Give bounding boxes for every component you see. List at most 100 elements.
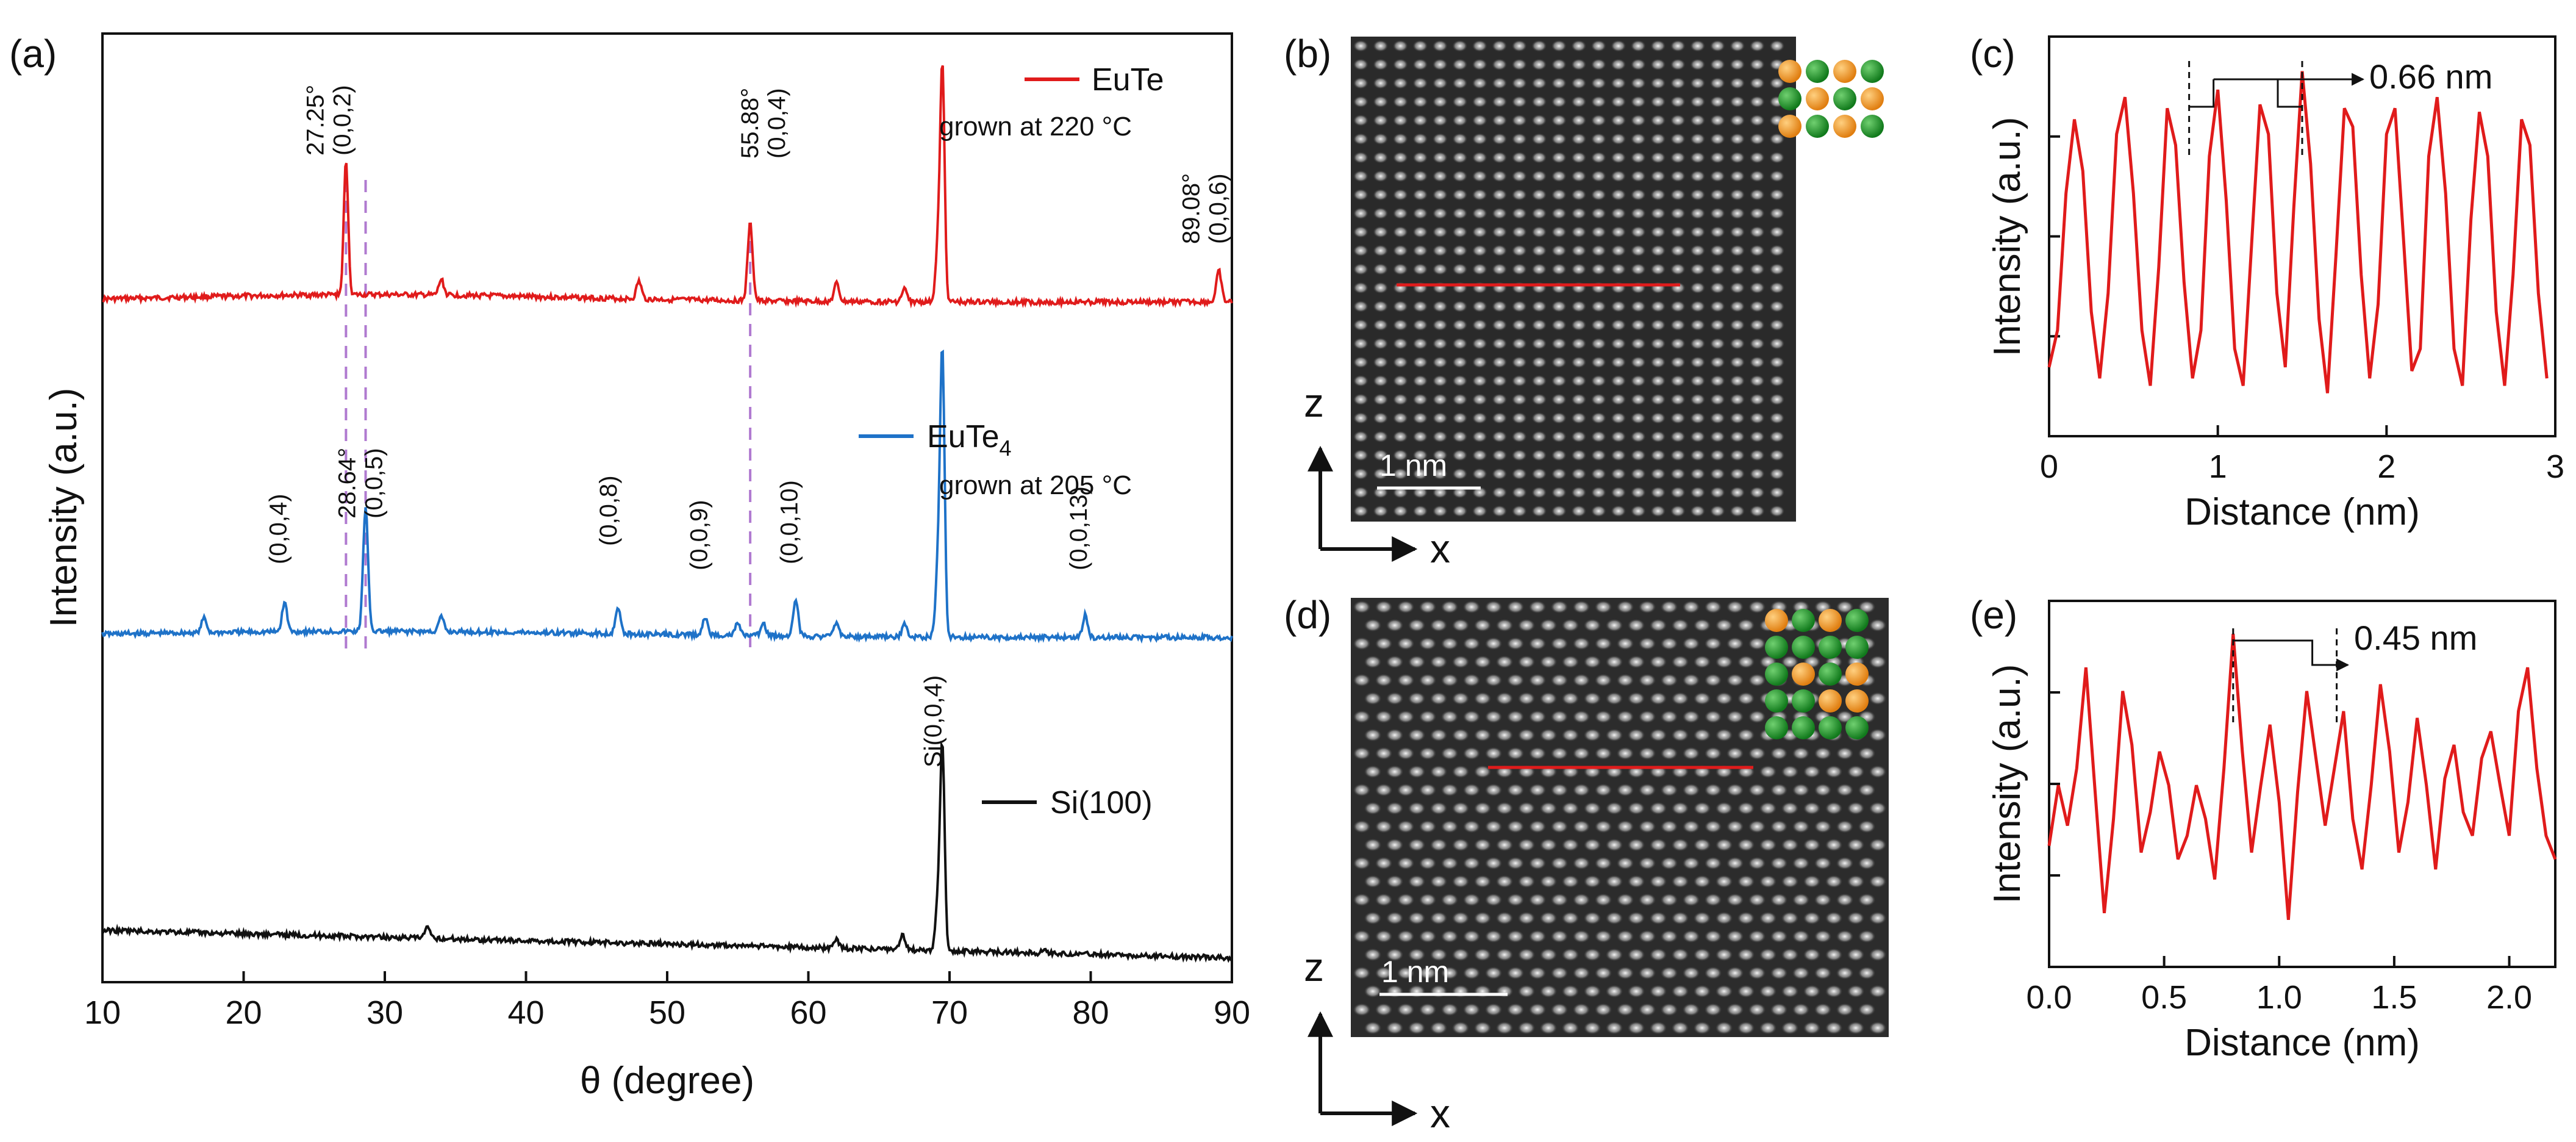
- orange-atom: [1845, 663, 1869, 686]
- atom-column: [1630, 132, 1647, 145]
- atom-column: [1551, 77, 1567, 90]
- atom-column: [1605, 911, 1623, 925]
- atom-column: [1550, 600, 1569, 614]
- atom-column: [1749, 95, 1766, 108]
- atom-column: [1660, 783, 1678, 797]
- atom-column: [1506, 857, 1525, 870]
- atom-column: [1847, 838, 1865, 852]
- atom-column: [1419, 893, 1437, 907]
- atom-column: [1729, 40, 1745, 52]
- atom-column: [1386, 802, 1404, 815]
- atom-column: [1531, 300, 1547, 313]
- atom-column: [1869, 728, 1887, 742]
- atom-column: [1412, 300, 1428, 313]
- atom-column: [1561, 655, 1580, 669]
- atom-column: [1729, 281, 1745, 294]
- atom-column: [1528, 930, 1547, 943]
- atom-column: [1616, 783, 1634, 797]
- atom-column: [1709, 170, 1726, 182]
- atom-column: [1491, 412, 1508, 425]
- atom-column: [1759, 911, 1777, 925]
- atom-column: [1616, 747, 1634, 760]
- x-tick-label: 30: [367, 994, 403, 1031]
- atom-column: [1770, 930, 1788, 943]
- atom-column: [1638, 637, 1656, 650]
- atom-column: [1689, 356, 1706, 368]
- atom-column: [1638, 930, 1656, 943]
- atom-column: [1814, 857, 1832, 870]
- atom-column: [1709, 151, 1726, 164]
- atom-column: [1570, 207, 1587, 220]
- atom-column: [1472, 467, 1488, 480]
- atom-column: [1451, 505, 1468, 517]
- atom-column: [1353, 486, 1369, 499]
- atom-column: [1472, 114, 1488, 127]
- atom-column: [1847, 875, 1865, 888]
- atom-column: [1462, 893, 1481, 907]
- atom-column: [1627, 655, 1645, 669]
- atom-column: [1737, 619, 1755, 632]
- green-atom: [1861, 60, 1884, 83]
- atom-column: [1627, 728, 1645, 742]
- atom-column: [1649, 692, 1667, 705]
- atom-column: [1671, 655, 1689, 669]
- atom-column: [1715, 985, 1733, 998]
- atom-column: [1392, 375, 1409, 387]
- atom-column: [1671, 875, 1689, 888]
- atom-column: [1375, 637, 1393, 650]
- atom-column: [1748, 1003, 1766, 1016]
- atom-column: [1693, 875, 1711, 888]
- atom-column: [1353, 637, 1371, 650]
- atom-column: [1372, 207, 1389, 220]
- atom-column: [1689, 151, 1706, 164]
- atom-column: [1709, 486, 1726, 499]
- atom-column: [1375, 783, 1393, 797]
- atom-column: [1539, 619, 1558, 632]
- atom-column: [1372, 356, 1389, 368]
- atom-column: [1472, 226, 1488, 239]
- orange-atom: [1778, 115, 1801, 138]
- atom-column: [1429, 655, 1448, 669]
- atom-column: [1517, 1021, 1536, 1035]
- bracket-right: [2277, 79, 2302, 108]
- atom-column: [1803, 802, 1821, 815]
- atom-column: [1429, 728, 1448, 742]
- atom-column: [1594, 966, 1612, 980]
- atom-column: [1682, 966, 1700, 980]
- atom-column: [1419, 966, 1437, 980]
- atom-column: [1650, 375, 1666, 387]
- atom-column: [1693, 911, 1711, 925]
- atom-column: [1709, 505, 1726, 517]
- atom-column: [1531, 207, 1547, 220]
- atom-column: [1847, 985, 1865, 998]
- atom-column: [1650, 412, 1666, 425]
- atom-column: [1650, 337, 1666, 350]
- atom-column: [1572, 966, 1590, 980]
- atom-column: [1770, 820, 1788, 833]
- atom-column: [1539, 911, 1558, 925]
- orange-atom: [1833, 115, 1856, 138]
- atom-column: [1616, 710, 1634, 724]
- x-tick-label: 90: [1214, 994, 1250, 1031]
- atom-column: [1408, 1021, 1426, 1035]
- atom-column: [1630, 505, 1647, 517]
- atom-column: [1590, 449, 1607, 462]
- orange-atom: [1765, 609, 1788, 632]
- legend-eute-note: grown at 220 °C: [939, 112, 1132, 142]
- atom-column: [1671, 948, 1689, 961]
- atom-column: [1781, 765, 1799, 778]
- atom-column: [1412, 337, 1428, 350]
- atom-column: [1660, 637, 1678, 650]
- atom-column: [1781, 1021, 1799, 1035]
- atom-column: [1638, 966, 1656, 980]
- atom-column: [1570, 132, 1587, 145]
- panel-e-profile-curve: [2047, 633, 2557, 920]
- atom-column: [1748, 857, 1766, 870]
- atom-column: [1551, 393, 1567, 406]
- atom-column: [1353, 318, 1369, 331]
- atom-column: [1364, 728, 1382, 742]
- peak-angle-label: 55.88°: [737, 88, 764, 159]
- atom-column: [1704, 857, 1722, 870]
- atom-column: [1814, 747, 1832, 760]
- atom-column: [1372, 337, 1389, 350]
